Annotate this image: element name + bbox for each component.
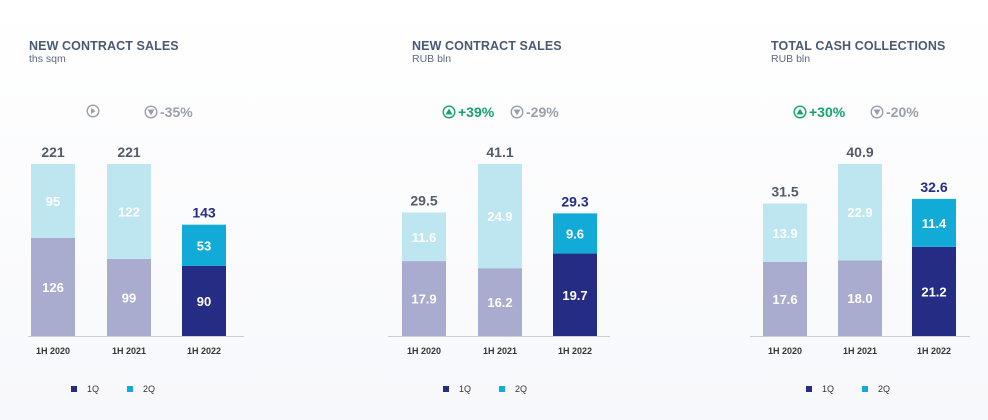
data-label-2q: 24.9 [487, 209, 512, 224]
legend-label-2q: 2Q [143, 384, 156, 394]
data-label-2q: 95 [46, 194, 60, 209]
data-label-2q: 22.9 [847, 205, 872, 220]
chart-subtitle: RUB bln [771, 53, 811, 65]
data-label-2q: 11.6 [412, 230, 437, 245]
legend-label-1q: 1Q [87, 384, 100, 394]
chart-panel-contract-sales-rub: NEW CONTRACT SALES RUB bln +39% -29% 17.… [388, 39, 610, 394]
change-badge-2020-2021 [86, 104, 102, 118]
bar-1q [553, 253, 597, 336]
x-tick-label: 1H 2021 [483, 346, 517, 356]
legend-swatch-1q [806, 386, 812, 392]
x-tick-label: 1H 2020 [768, 346, 802, 356]
legend-swatch-2q [499, 386, 506, 392]
x-tick-label: 1H 2020 [36, 346, 70, 356]
x-tick-label: 1H 2021 [843, 346, 877, 356]
bar-2q [31, 164, 75, 238]
total-label: 221 [117, 144, 141, 160]
total-label: 41.1 [486, 144, 513, 160]
chart-subtitle: ths sqm [29, 53, 66, 65]
arrow-up-icon [793, 105, 807, 119]
chart-legend: 1Q 2Q [806, 384, 890, 394]
change-badge-2021-2022: -35% [144, 104, 193, 120]
chart-title: NEW CONTRACT SALES [29, 39, 179, 53]
legend-swatch-1q [71, 386, 77, 392]
change-label: +30% [809, 104, 846, 120]
data-label-2q: 13.9 [772, 226, 797, 241]
bar-2q [912, 198, 956, 247]
stacked-bar-chart: 126 95 221 1H 2020 99 122 221 1H 2021 90 53 143 1H … [28, 144, 244, 356]
x-tick-label: 1H 2022 [187, 346, 221, 356]
change-label: -20% [886, 104, 919, 120]
legend-label-1q: 1Q [459, 384, 472, 394]
bar-2q [182, 224, 226, 266]
bar-2q [402, 212, 446, 262]
total-label: 29.5 [410, 193, 437, 209]
arrow-up-icon [442, 105, 456, 119]
total-label: 29.3 [561, 193, 588, 209]
bar-2q [107, 164, 151, 259]
arrow-down-icon [144, 105, 158, 119]
data-label-1q: 18.0 [847, 291, 872, 306]
play-icon [86, 104, 100, 118]
bar-2q [763, 203, 807, 262]
bar-1q [31, 237, 75, 336]
bar-2q [553, 213, 597, 254]
bar-2q [838, 164, 882, 261]
change-badge-2021-2022: -29% [510, 104, 559, 120]
chart-legend: 1Q 2Q [71, 384, 155, 394]
bar-1q [107, 258, 151, 336]
bar-1q [182, 265, 226, 336]
total-label: 143 [192, 205, 216, 221]
data-label-1q: 126 [42, 280, 64, 295]
change-label: -35% [160, 104, 193, 120]
change-badge-2021-2022: -20% [870, 104, 919, 120]
data-label-2q: 122 [118, 204, 140, 219]
change-badge-2020-2021: +30% [793, 104, 845, 120]
change-label: +39% [458, 104, 495, 120]
x-tick-label: 1H 2021 [112, 346, 146, 356]
chart-legend: 1Q 2Q [443, 384, 527, 394]
legend-swatch-2q [862, 386, 869, 392]
chart-panel-contract-sales-sqm: NEW CONTRACT SALES ths sqm -35% 126 95 221… [0, 0, 330, 420]
data-label-1q: 19.7 [562, 288, 587, 303]
legend-label-2q: 2Q [878, 384, 891, 394]
stacked-bar-chart: 17.6 13.9 31.5 1H 2020 18.0 22.9 40.9 1H 2021 21… [750, 144, 970, 356]
bar-2q [478, 164, 522, 269]
data-label-2q: 11.4 [922, 216, 947, 231]
change-badge-2020-2021: +39% [442, 104, 494, 120]
chart-title: TOTAL CASH COLLECTIONS [771, 39, 946, 53]
x-tick-label: 1H 2022 [917, 346, 951, 356]
arrow-down-icon [510, 105, 524, 119]
bar-1q [478, 268, 522, 336]
chart-subtitle: RUB bln [412, 53, 452, 65]
legend-label-1q: 1Q [822, 384, 835, 394]
data-label-1q: 17.9 [411, 292, 436, 307]
total-label: 32.6 [920, 179, 947, 195]
data-label-1q: 90 [197, 294, 211, 309]
bar-1q [763, 261, 807, 336]
change-label: -29% [526, 104, 559, 120]
data-label-1q: 17.6 [772, 292, 797, 307]
chart-title: NEW CONTRACT SALES [412, 39, 562, 53]
total-label: 31.5 [771, 184, 798, 200]
x-tick-label: 1H 2022 [558, 346, 592, 356]
data-label-1q: 21.2 [921, 284, 946, 299]
total-label: 40.9 [846, 144, 873, 160]
legend-swatch-2q [127, 386, 134, 392]
data-label-1q: 99 [122, 290, 136, 305]
bar-1q [838, 260, 882, 336]
legend-label-2q: 2Q [515, 384, 528, 394]
data-label-1q: 16.2 [487, 295, 512, 310]
total-label: 221 [41, 144, 65, 160]
x-tick-label: 1H 2020 [407, 346, 441, 356]
arrow-down-icon [870, 105, 884, 119]
data-label-2q: 9.6 [566, 226, 584, 241]
bar-1q [402, 261, 446, 336]
stacked-bar-chart: 17.9 11.6 29.5 1H 2020 16.2 24.9 41.1 1H 2021 19… [388, 144, 610, 356]
data-label-2q: 53 [197, 238, 211, 253]
bar-1q [912, 246, 956, 336]
legend-swatch-1q [443, 386, 449, 392]
